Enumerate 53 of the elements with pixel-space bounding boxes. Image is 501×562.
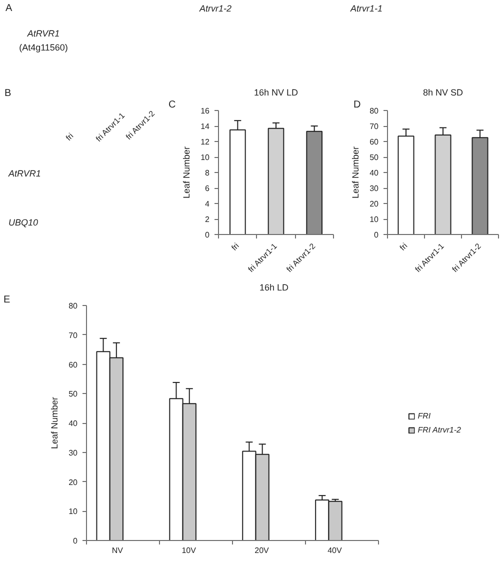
- text: Atrvr1-1: [349, 4, 383, 14]
- y-tick-label: 50: [370, 153, 380, 162]
- x-tick-label: 10V: [182, 546, 197, 555]
- chart-title: 8h NV SD: [422, 88, 464, 98]
- y-tick-label: 14: [200, 122, 210, 131]
- y-tick-label: 70: [68, 330, 78, 340]
- y-tick-label: 20: [370, 200, 380, 208]
- x-tick-label: fri: [230, 241, 242, 252]
- text: E: [4, 294, 10, 306]
- y-tick-label: 10: [68, 507, 78, 516]
- legend-label: FRI Atrvr1-2: [418, 425, 461, 434]
- y-tick-label: 50: [68, 390, 78, 399]
- text: B: [4, 88, 12, 99]
- chart-title: 16h NV LD: [254, 88, 299, 98]
- y-tick-label: 40: [370, 168, 380, 178]
- text: A: [6, 3, 12, 14]
- text: Atrvr1-2: [198, 4, 232, 14]
- y-axis-title: Leaf Number: [50, 396, 60, 450]
- text: AtRVR1: [8, 168, 41, 178]
- y-tick-label: 40: [68, 419, 78, 428]
- text: (At4g11560): [19, 42, 68, 52]
- y-tick-label: 16: [200, 106, 210, 116]
- y-tick-label: 80: [68, 302, 78, 310]
- y-tick-label: 0: [73, 536, 78, 546]
- text: C: [168, 100, 176, 110]
- y-tick-label: 4: [205, 200, 210, 208]
- y-tick-label: 0: [374, 230, 380, 240]
- y-tick-label: 10: [200, 153, 210, 162]
- text: D: [354, 100, 361, 110]
- y-tick-label: 6: [205, 184, 210, 193]
- y-tick-label: 70: [370, 122, 380, 131]
- y-tick-label: 8: [205, 168, 210, 178]
- y-tick-label: 0: [205, 230, 210, 240]
- chart-title: 16h LD: [259, 282, 290, 292]
- text: fri: [64, 131, 76, 142]
- y-tick-label: 10: [370, 215, 380, 224]
- text: AtRVR1: [26, 28, 60, 38]
- x-tick-label: 20V: [254, 546, 270, 555]
- legend-label: FRI: [418, 411, 432, 420]
- y-tick-label: 2: [205, 215, 210, 224]
- y-tick-label: 12: [200, 138, 210, 146]
- x-tick-label: 40V: [328, 546, 343, 555]
- x-tick-label: fri: [398, 241, 410, 252]
- y-axis-title: Leaf Number: [350, 146, 361, 199]
- y-tick-label: 60: [370, 138, 380, 146]
- y-tick-label: 30: [68, 448, 78, 458]
- text: UBQ10: [8, 218, 38, 228]
- y-tick-label: 20: [68, 478, 78, 487]
- y-axis-title: Leaf Number: [182, 146, 192, 199]
- y-tick-label: 80: [370, 106, 380, 116]
- x-tick-label: NV: [112, 546, 124, 555]
- y-tick-label: 30: [370, 184, 380, 193]
- y-tick-label: 60: [68, 360, 78, 370]
